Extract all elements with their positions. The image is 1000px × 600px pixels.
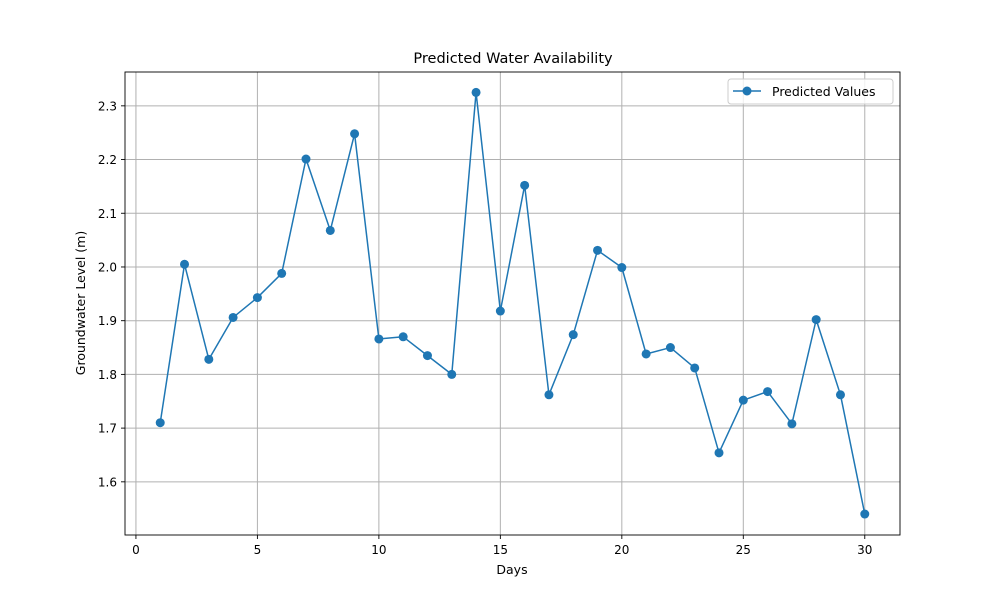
- x-tick-label: 30: [857, 543, 872, 557]
- y-tick-label: 2.2: [98, 153, 117, 167]
- data-point: [860, 509, 870, 519]
- chart-title: Predicted Water Availability: [413, 51, 613, 67]
- series-line: [159, 91, 866, 515]
- data-point: [568, 330, 578, 340]
- y-axis-label: Groundwater Level (m): [73, 231, 88, 375]
- data-point: [180, 259, 190, 269]
- data-point: [471, 87, 481, 97]
- x-tick-label: 5: [254, 543, 262, 557]
- plot-area-frame: [124, 71, 901, 536]
- data-point: [277, 268, 287, 278]
- data-point: [204, 354, 214, 364]
- data-point: [325, 225, 335, 235]
- axis-ticks: 0 5 10 15 20 25 30 1.6 1.7 1.8 1.9 2.0 2.1 2.2 2.3: [98, 99, 873, 557]
- data-point: [301, 154, 311, 164]
- x-tick-label: 10: [371, 543, 386, 557]
- data-point: [714, 448, 724, 458]
- x-tick-label: 25: [736, 543, 751, 557]
- data-point: [544, 390, 554, 400]
- y-tick-label: 2.0: [98, 260, 117, 274]
- data-point: [835, 390, 845, 400]
- legend-marker: [742, 86, 752, 96]
- data-point: [641, 349, 651, 359]
- x-tick-label: 20: [614, 543, 629, 557]
- y-tick-label: 1.8: [98, 368, 117, 382]
- y-tick-label: 2.1: [98, 207, 117, 221]
- data-point: [593, 245, 603, 255]
- data-point: [398, 332, 408, 342]
- y-tick-label: 2.3: [98, 99, 117, 113]
- y-tick-label: 1.9: [98, 314, 117, 328]
- data-point: [155, 418, 165, 428]
- data-point: [520, 180, 530, 190]
- data-point: [787, 419, 797, 429]
- x-tick-label: 0: [132, 543, 140, 557]
- data-point: [422, 351, 432, 361]
- legend-entry-label: Predicted Values: [772, 84, 876, 99]
- x-axis-label: Days: [496, 562, 527, 577]
- data-point: [738, 395, 748, 405]
- data-point: [374, 334, 384, 344]
- data-point: [617, 263, 627, 273]
- x-tick-label: 15: [493, 543, 508, 557]
- data-point: [690, 363, 700, 373]
- legend: Predicted Values: [727, 78, 894, 105]
- data-point: [228, 312, 238, 322]
- data-point: [252, 293, 262, 303]
- grid-lines: [125, 72, 900, 535]
- data-point: [447, 369, 457, 379]
- y-tick-label: 1.7: [98, 422, 117, 436]
- data-point: [811, 315, 821, 325]
- data-point: [495, 306, 505, 316]
- data-point: [665, 343, 675, 353]
- data-point: [763, 387, 773, 397]
- data-point: [350, 129, 360, 139]
- y-tick-label: 1.6: [98, 475, 117, 489]
- series-layer: [155, 87, 870, 519]
- legend-box: [727, 78, 894, 105]
